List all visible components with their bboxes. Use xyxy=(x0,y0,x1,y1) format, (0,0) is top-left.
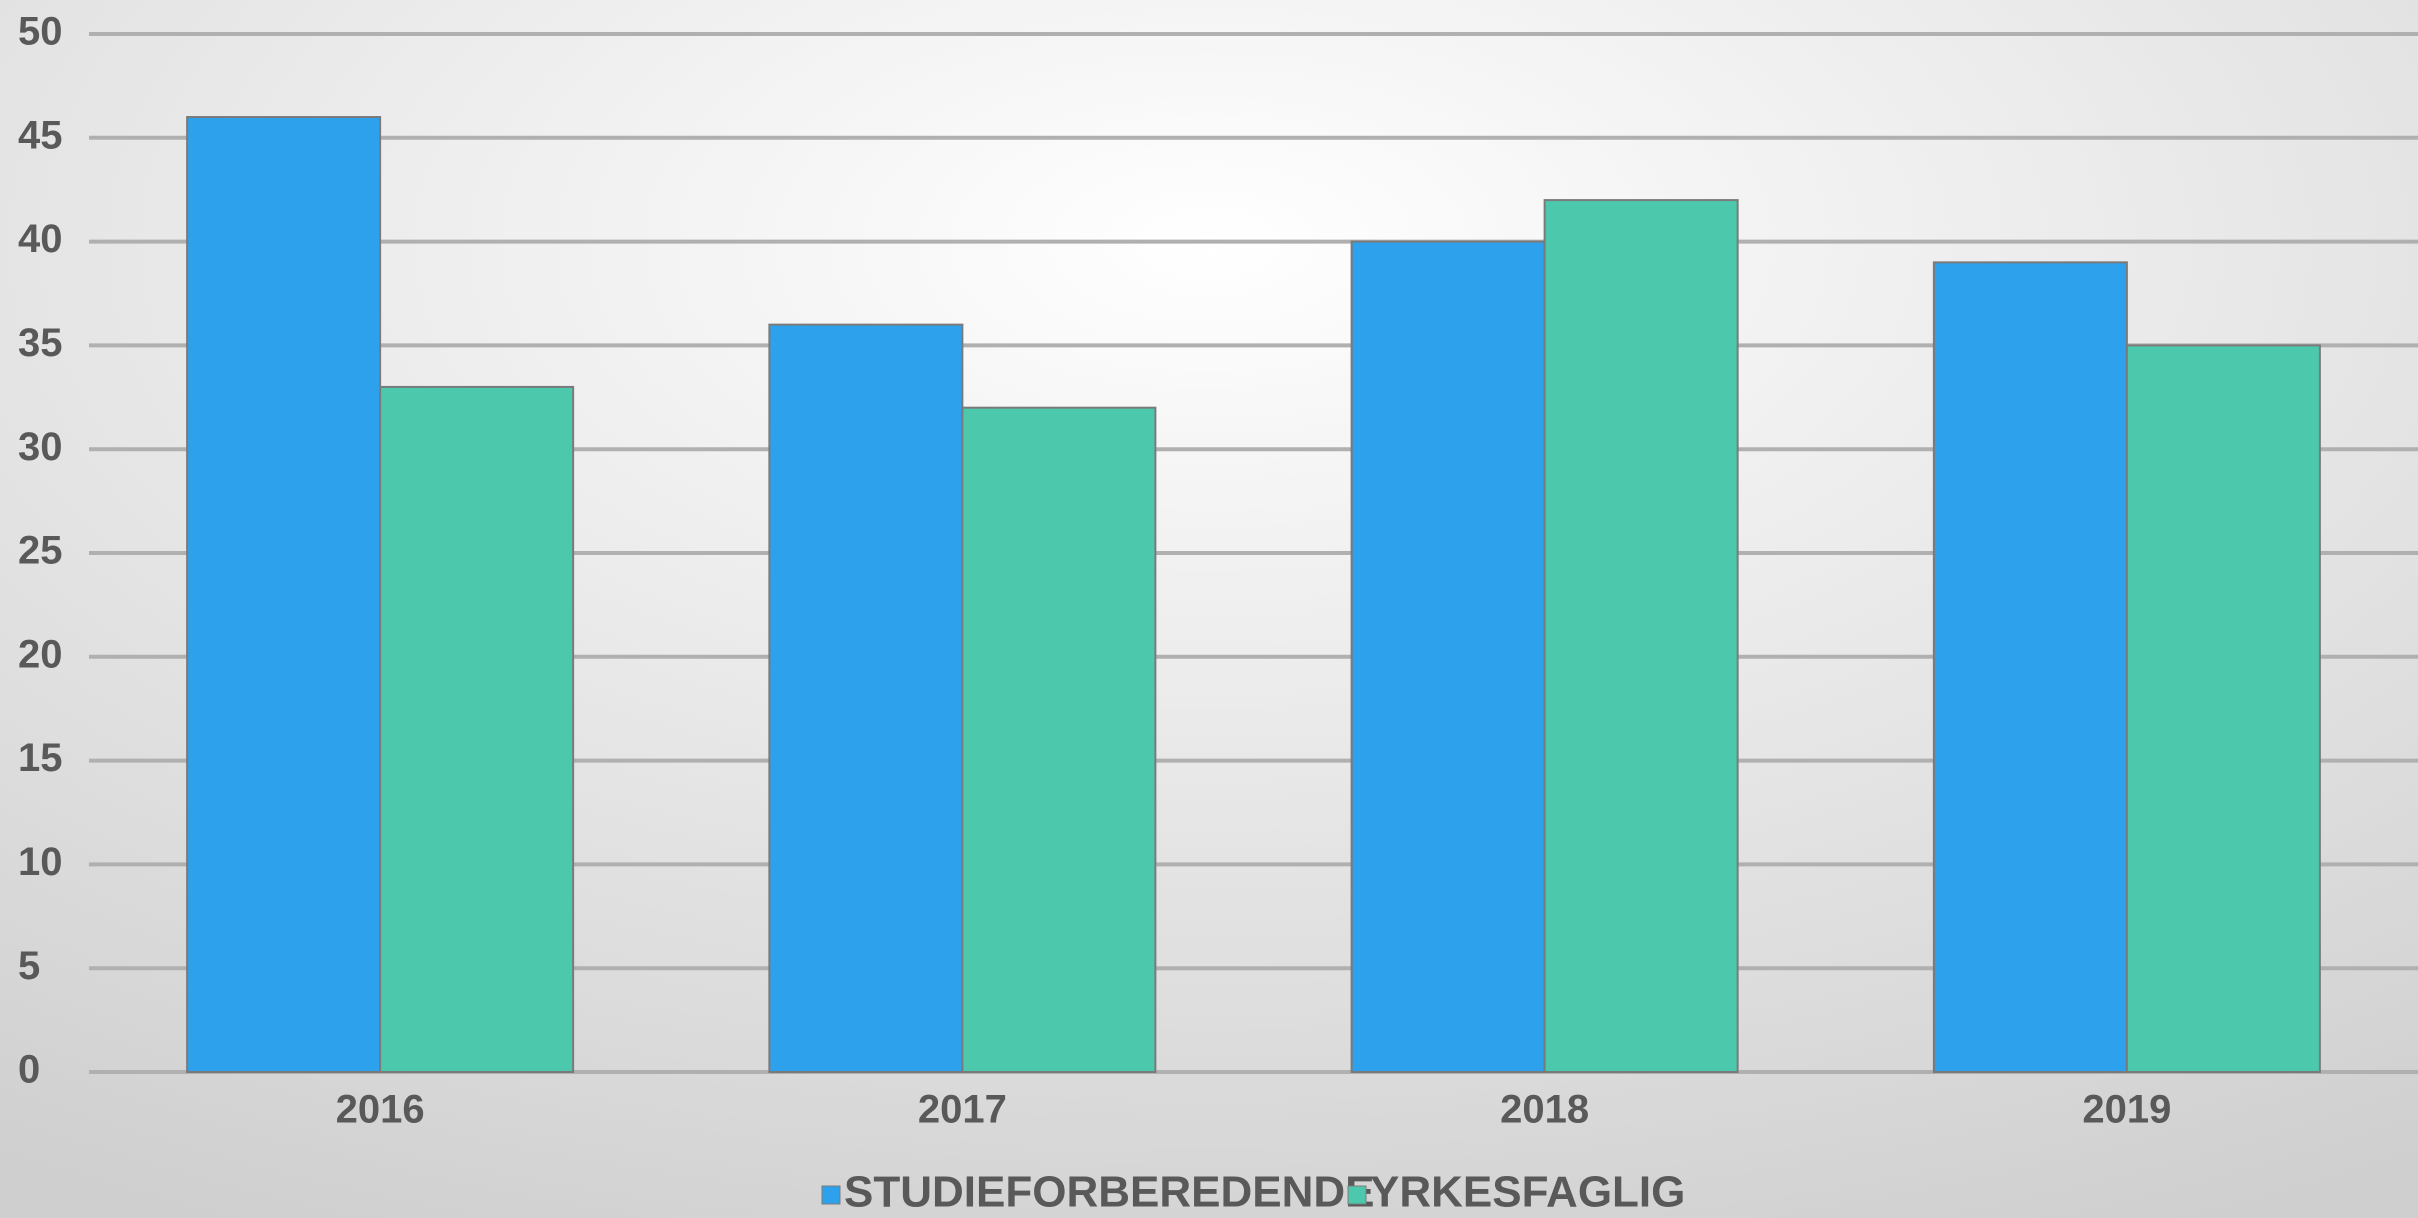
bar xyxy=(1350,240,1546,1074)
legend-swatch xyxy=(821,1185,841,1205)
y-tick-label: 45 xyxy=(18,113,63,157)
y-tick-label: 10 xyxy=(18,840,63,884)
y-tick-label: 30 xyxy=(18,425,63,469)
y-tick-label: 40 xyxy=(18,217,63,261)
y-tick-label: 25 xyxy=(18,529,63,573)
y-tick-label: 35 xyxy=(18,321,63,365)
y-tick-label: 5 xyxy=(18,944,40,988)
bar xyxy=(1543,199,1739,1073)
y-tick-label: 0 xyxy=(18,1048,40,1092)
legend-label: STUDIEFORBEREDENDE xyxy=(844,1168,1375,1217)
x-tick-label: 2017 xyxy=(918,1088,1007,1132)
bar xyxy=(1932,261,2128,1073)
y-tick-label: 15 xyxy=(18,736,63,780)
legend-swatch xyxy=(1347,1185,1367,1205)
x-tick-label: 2016 xyxy=(336,1088,425,1132)
bar xyxy=(2125,344,2321,1073)
bar xyxy=(768,323,964,1073)
x-tick-label: 2019 xyxy=(2082,1088,2171,1132)
x-tick-label: 2018 xyxy=(1500,1088,1589,1132)
legend-label: YRKESFAGLIG xyxy=(1370,1168,1685,1217)
y-tick-label: 20 xyxy=(18,632,63,676)
y-tick-label: 50 xyxy=(18,10,63,54)
bar xyxy=(961,406,1157,1073)
bar xyxy=(186,116,382,1074)
bar xyxy=(379,385,575,1074)
